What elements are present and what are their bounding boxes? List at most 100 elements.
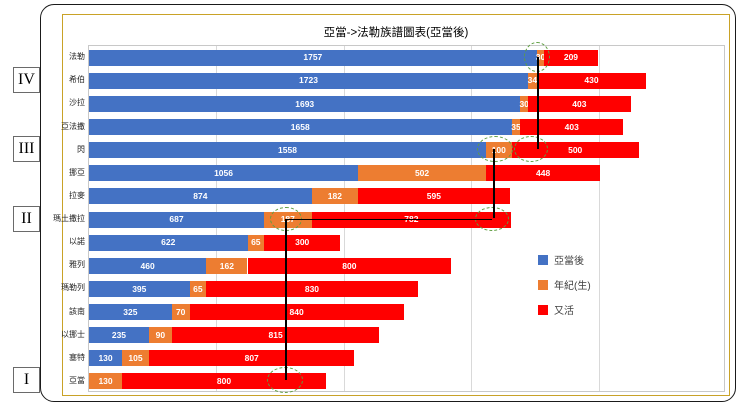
bar-segment: 130 xyxy=(89,350,123,367)
bar-value-label: 182 xyxy=(327,191,342,202)
bar-value-label: 235 xyxy=(111,329,127,340)
bar-segment: 65 xyxy=(189,280,207,297)
category-label: 瑪土撒拉 xyxy=(53,214,85,223)
bar-value-label: 65 xyxy=(251,237,261,248)
outer-rounded-border xyxy=(40,4,736,402)
legend-item: 又活 xyxy=(538,297,591,322)
bar-value-label: 30 xyxy=(535,52,546,63)
bar-value-label: 1558 xyxy=(278,144,297,155)
bar-segment: 300 xyxy=(264,234,341,251)
bar-value-label: 130 xyxy=(98,353,113,364)
category-label: 沙拉 xyxy=(69,98,85,108)
bar-value-label: 807 xyxy=(244,353,259,364)
bar-segment: 800 xyxy=(247,257,452,274)
bar-value-label: 30 xyxy=(519,98,529,109)
bar-value-label: 1723 xyxy=(299,75,318,86)
bar-value-label: 460 xyxy=(140,260,155,271)
bar-segment: 815 xyxy=(171,327,380,344)
bar-value-label: 448 xyxy=(536,167,551,178)
category-label: 該南 xyxy=(69,306,85,316)
bar-segment: 100 xyxy=(486,142,512,159)
bar-value-label: 1056 xyxy=(214,167,233,178)
bar-value-label: 800 xyxy=(216,376,232,387)
bar-segment: 34 xyxy=(527,72,538,89)
bar-segment: 182 xyxy=(311,188,359,205)
bar-value-label: 130 xyxy=(98,376,113,387)
bar-value-label: 395 xyxy=(132,283,147,294)
bar-value-label: 502 xyxy=(414,167,430,178)
bar-value-label: 687 xyxy=(169,214,184,225)
bar-segment: 90 xyxy=(148,327,172,344)
bar-value-label: 325 xyxy=(123,306,138,317)
bar-value-label: 800 xyxy=(342,260,357,271)
category-label: 以挪士 xyxy=(61,329,85,339)
bar-value-label: 187 xyxy=(280,214,295,225)
bar-value-label: 815 xyxy=(268,329,283,340)
bar-segment: 1658 xyxy=(89,119,512,135)
bar-segment: 187 xyxy=(264,211,312,228)
bar-segment: 1723 xyxy=(89,72,528,89)
bar-segment: 874 xyxy=(89,188,312,205)
category-label: 閃 xyxy=(77,144,85,154)
legend-item: 年紀(生) xyxy=(538,272,591,297)
bar-segment: 235 xyxy=(89,327,149,344)
bar-value-label: 840 xyxy=(289,306,304,317)
bar-segment: 35 xyxy=(511,119,521,135)
bar-segment: 325 xyxy=(89,304,172,320)
chart-title: 亞當->法勒族譜圖表(亞當後) xyxy=(323,27,469,39)
legend-swatch xyxy=(538,279,548,290)
bar-value-label: 90 xyxy=(155,329,166,340)
gridline xyxy=(598,46,600,391)
bar-segment: 30 xyxy=(535,49,546,66)
bar-segment: 209 xyxy=(544,49,598,66)
chart-legend: 亞當後年紀(生) 又活 xyxy=(538,247,591,322)
bar-segment: 403 xyxy=(520,119,624,135)
bar-segment: 1693 xyxy=(89,95,521,112)
bar-segment: 448 xyxy=(486,165,601,182)
bar-value-label: 595 xyxy=(426,191,441,202)
legend-swatch xyxy=(538,254,548,265)
bar-segment: 1056 xyxy=(89,165,359,182)
bar-value-label: 209 xyxy=(563,52,579,63)
bar-segment: 807 xyxy=(148,350,355,367)
category-label: 以諾 xyxy=(69,237,85,247)
category-label: 法勒 xyxy=(69,52,85,62)
bar-segment: 840 xyxy=(189,304,404,320)
bar-segment: 687 xyxy=(89,211,264,228)
bar-value-label: 1757 xyxy=(303,52,323,63)
bar-segment: 395 xyxy=(89,280,190,297)
bar-segment: 830 xyxy=(206,280,418,297)
bar-value-label: 403 xyxy=(572,98,587,109)
bar-segment: 430 xyxy=(536,72,647,89)
bar-segment: 595 xyxy=(358,188,510,205)
bar-segment: 800 xyxy=(122,373,326,390)
bar-segment: 130 xyxy=(89,373,123,390)
bar-segment: 65 xyxy=(247,234,265,251)
category-label: 瑪勒列 xyxy=(61,283,85,293)
category-label: 亞法撒 xyxy=(61,121,85,131)
legend-item: 亞當後 xyxy=(538,247,591,272)
category-label: 塞特 xyxy=(69,352,85,362)
bar-value-label: 430 xyxy=(584,75,599,86)
category-label: 挪亞 xyxy=(69,167,85,177)
bar-value-label: 162 xyxy=(219,260,234,271)
bar-segment: 502 xyxy=(358,165,486,182)
bar-segment: 30 xyxy=(519,95,529,112)
bar-segment: 105 xyxy=(122,350,149,367)
bar-value-label: 65 xyxy=(193,283,203,294)
legend-label: 又活 xyxy=(554,306,574,317)
bar-segment: 782 xyxy=(311,211,511,228)
legend-label: 亞當後 xyxy=(554,256,584,267)
bar-value-label: 70 xyxy=(175,306,186,317)
bar-segment: 70 xyxy=(171,304,190,320)
legend-label: 年紀(生) xyxy=(554,281,591,292)
bar-value-label: 830 xyxy=(304,283,320,294)
category-label: 拉麥 xyxy=(69,190,85,200)
category-label: 亞當 xyxy=(69,375,85,385)
bar-value-label: 34 xyxy=(527,75,538,86)
bar-value-label: 1693 xyxy=(295,98,315,109)
bar-value-label: 1658 xyxy=(290,121,310,132)
category-label: 希伯 xyxy=(69,75,85,85)
bar-value-label: 403 xyxy=(564,121,579,132)
